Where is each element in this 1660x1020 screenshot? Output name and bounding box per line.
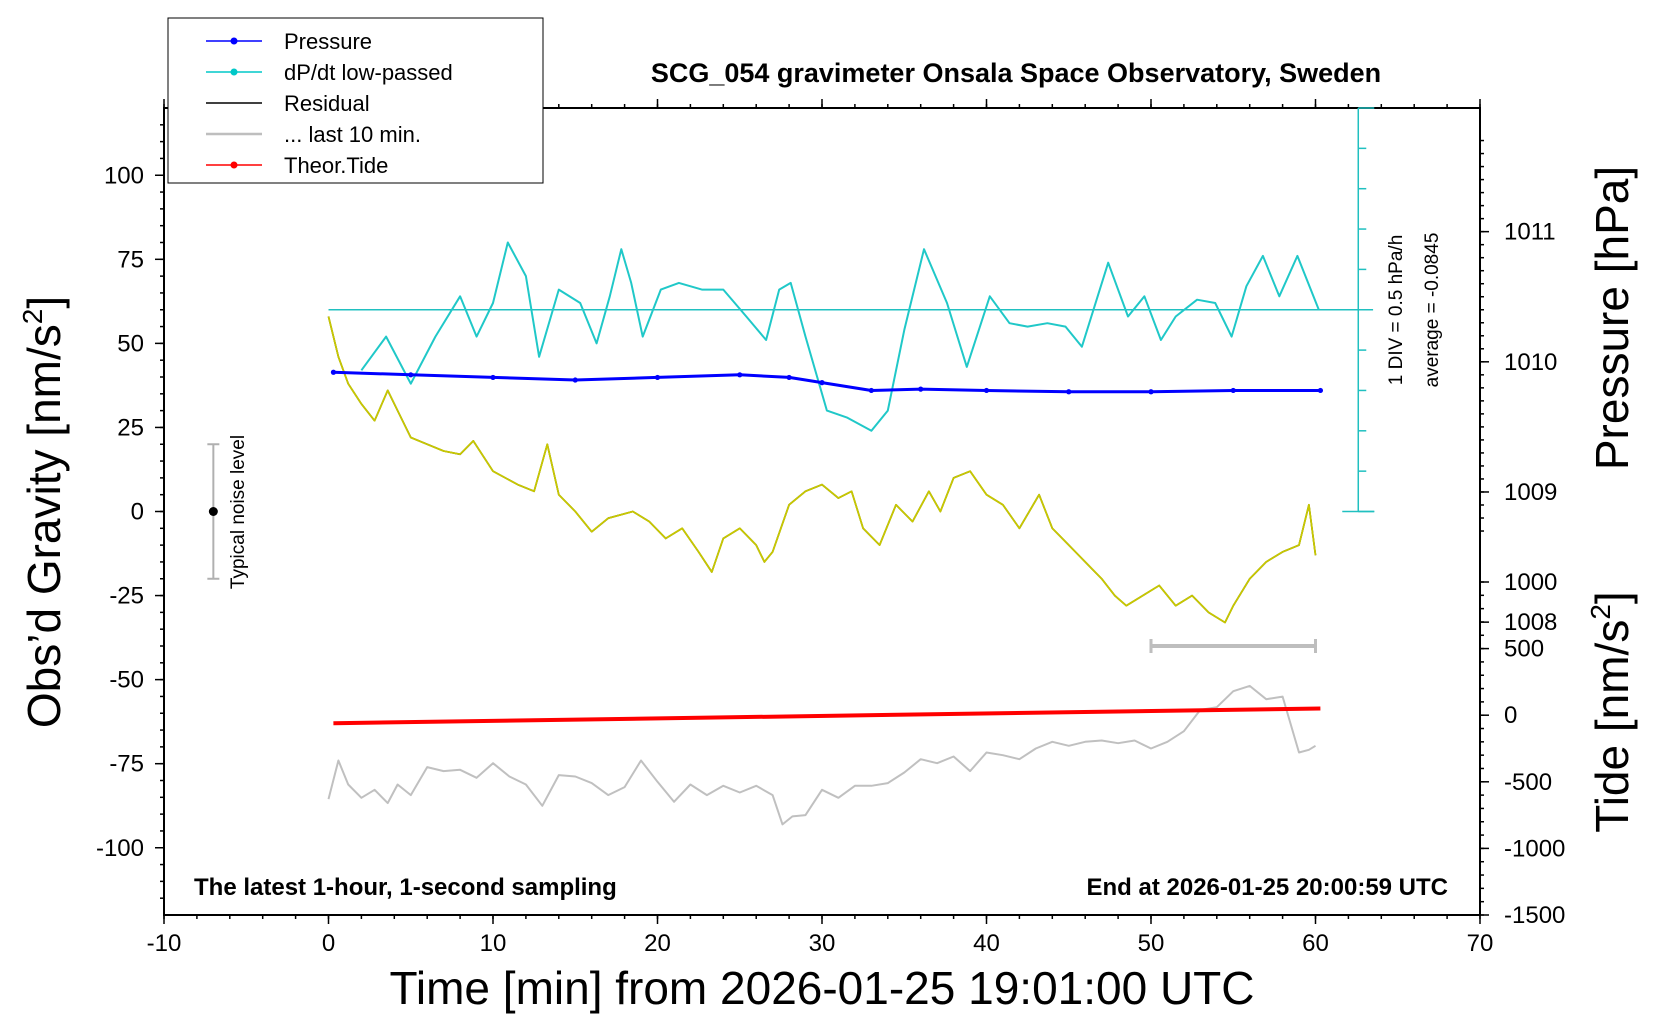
tide-axis-label-main: Tide [nm/s — [1586, 620, 1638, 833]
series-line-dp-dt-low-passed — [360, 241, 1320, 432]
noise-level-label: Typical noise level — [228, 435, 249, 589]
left-axis-ticks: 100 75 50 25 0 -25 -50 -75 -100 — [96, 124, 164, 899]
pressure-point — [408, 372, 414, 378]
plot-frame — [163, 107, 1481, 916]
pressure-tick-label-2: 1009 — [1504, 479, 1557, 506]
tide-tick-label-3: -500 — [1504, 769, 1552, 796]
pressure-tick-label-3: 1008 — [1504, 609, 1557, 636]
pressure-point — [1148, 389, 1154, 395]
pressure-point — [819, 380, 825, 386]
legend-marker-4 — [230, 161, 238, 169]
pressure-point — [868, 387, 874, 394]
series-line-pressure — [333, 370, 1321, 394]
pressure-axis-label: Pressure [hPa] — [1586, 166, 1638, 470]
dpdt-scale-bar — [1342, 107, 1375, 513]
legend-marker-0 — [230, 37, 238, 45]
left-tick-label-3: 25 — [117, 414, 144, 441]
tide-axis-label-end: ] — [1586, 591, 1638, 604]
tide-tick-label-5: -1500 — [1504, 902, 1565, 929]
pressure-point — [572, 377, 578, 383]
pressure-point — [1230, 387, 1236, 394]
bottom-left-note: The latest 1-hour, 1-second sampling — [194, 874, 617, 901]
left-tick-label-7: -75 — [109, 751, 144, 778]
pressure-point — [983, 387, 990, 394]
dpdt-average-note: average = -0.0845 — [1422, 233, 1443, 388]
left-tick-label-6: -50 — [109, 667, 144, 694]
legend-label-0: Pressure — [284, 29, 372, 54]
tide-tick-label-0: 1000 — [1504, 569, 1557, 596]
pressure-point — [654, 374, 661, 381]
left-tick-label-8: -100 — [96, 835, 144, 862]
tide-tick-label-1: 500 — [1504, 636, 1544, 663]
left-axis-label: Obs’d Gravity [nm/s2] — [17, 296, 70, 728]
series-line-last-10-min — [327, 684, 1317, 826]
x-tick-label-2: 10 — [480, 930, 507, 957]
x-axis-ticks: -10 0 10 20 30 40 50 60 70 — [147, 99, 1494, 957]
pressure-point — [918, 386, 924, 392]
x-tick-label-0: -10 — [147, 930, 182, 957]
pressure-point — [1066, 389, 1072, 395]
x-tick-label-1: 0 — [322, 930, 335, 957]
left-axis-label-end: ] — [18, 296, 70, 309]
left-axis-label-sup: 2 — [17, 309, 48, 325]
dpdt-scale-note: 1 DIV = 0.5 hPa/h — [1386, 235, 1407, 386]
last-10-min-range-bar — [1149, 639, 1317, 653]
pressure-tick-label-1: 1010 — [1504, 349, 1557, 376]
x-tick-label-6: 50 — [1138, 930, 1165, 957]
tide-axis-label: Tide [nm/s2] — [1585, 591, 1638, 832]
tide-axis-ticks: 1000 500 0 -500 -1000 -1500 — [1480, 569, 1565, 929]
pressure-point — [737, 372, 743, 378]
left-tick-label-2: 50 — [117, 330, 144, 357]
left-tick-label-0: 100 — [104, 162, 144, 189]
pressure-point — [786, 374, 792, 381]
x-tick-label-7: 60 — [1302, 930, 1329, 957]
series-line-residual — [327, 316, 1317, 624]
x-tick-label-4: 30 — [809, 930, 836, 957]
pressure-point — [1317, 387, 1324, 394]
residual-smoothed-line — [327, 316, 1317, 624]
chart-title: SCG_054 gravimeter Onsala Space Observat… — [651, 58, 1381, 88]
tide-axis-label-sup: 2 — [1585, 604, 1616, 620]
noise-center-dot — [208, 507, 218, 516]
legend-label-2: Residual — [284, 91, 370, 116]
left-tick-label-4: 0 — [131, 499, 144, 526]
pressure-point — [490, 374, 496, 381]
left-tick-label-1: 75 — [117, 246, 144, 273]
tide-tick-label-2: 0 — [1504, 702, 1517, 729]
x-axis-label: Time [min] from 2026-01-25 19:01:00 UTC — [390, 962, 1255, 1014]
tide-tick-label-4: -1000 — [1504, 835, 1565, 862]
noise-level-indicator — [207, 443, 220, 580]
left-axis-label-main: Obs’d Gravity [nm/s — [18, 324, 70, 728]
x-tick-label-3: 20 — [644, 930, 671, 957]
pressure-tick-label-0: 1011 — [1504, 219, 1556, 246]
legend-label-4: Theor.Tide — [284, 153, 388, 178]
legend: Pressure dP/dt low-passed Residual ... last… — [167, 17, 544, 184]
legend-box — [167, 17, 544, 184]
series-line-theor-tide — [333, 706, 1321, 726]
legend-label-1: dP/dt low-passed — [284, 60, 453, 85]
x-tick-label-8: 70 — [1467, 930, 1494, 957]
series-layer — [327, 241, 1324, 826]
bottom-right-note: End at 2026-01-25 20:00:59 UTC — [1087, 874, 1449, 901]
left-tick-label-5: -25 — [109, 583, 144, 610]
x-tick-label-5: 40 — [973, 930, 1000, 957]
pressure-axis-ticks: 1011 1010 1009 1008 — [1480, 139, 1557, 636]
legend-label-3: ... last 10 min. — [284, 122, 421, 147]
legend-marker-1 — [230, 68, 238, 76]
pressure-point — [330, 369, 337, 375]
